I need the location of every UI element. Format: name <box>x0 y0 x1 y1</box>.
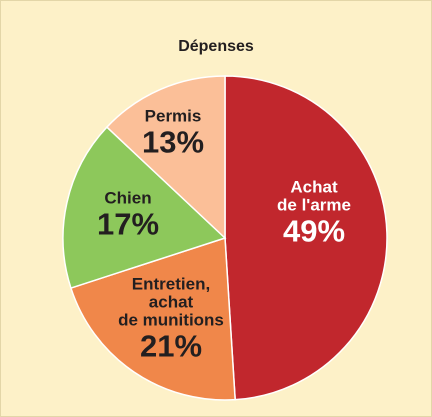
pie-slice <box>224 75 388 401</box>
value-label: 49% <box>282 213 346 249</box>
value-label: 17% <box>96 206 160 242</box>
pie-slice <box>69 236 236 401</box>
category-label: Entretien, achat de munitions <box>118 274 224 330</box>
chart-title: Dépenses <box>178 38 254 55</box>
category-label: Chien <box>104 188 152 208</box>
category-label: Achat de l'arme <box>277 177 351 215</box>
slice-label: Achat de l'arme 49% <box>277 178 351 247</box>
slice-label: Chien 17% <box>97 189 159 240</box>
value-label: 21% <box>139 327 203 363</box>
value-label: 13% <box>141 124 205 160</box>
category-label: Permis <box>144 106 202 126</box>
pie-slice <box>105 75 226 240</box>
slice-label: Permis 13% <box>142 107 204 158</box>
slice-label: Entretien, achat de munitions 21% <box>118 275 224 362</box>
pie-slice <box>62 126 227 290</box>
